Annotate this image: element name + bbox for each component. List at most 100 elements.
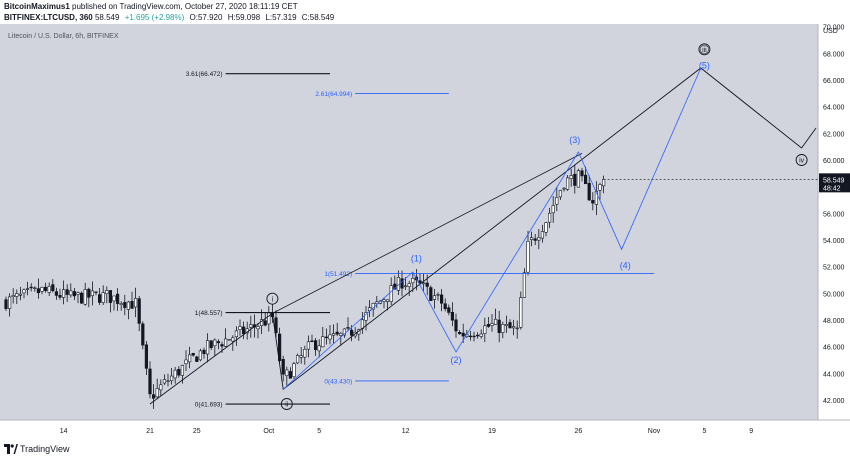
tradingview-brand[interactable]: TradingView: [20, 444, 70, 454]
candle: [335, 322, 339, 337]
candle-body: [443, 303, 447, 310]
candle-body: [98, 294, 102, 303]
candle-body: [511, 326, 516, 329]
candle-body: [461, 332, 465, 337]
candle-body: [504, 324, 509, 326]
candle-body: [141, 323, 145, 346]
x-tick-label: 14: [60, 428, 68, 435]
candle-body: [537, 237, 541, 241]
candle-body: [321, 336, 325, 348]
candle-body: [170, 375, 174, 382]
tradingview-logo-icon[interactable]: [4, 444, 18, 454]
candle: [206, 333, 210, 363]
symbol-label[interactable]: BITFINEX:LTCUSD, 360: [4, 13, 93, 22]
candle: [224, 328, 228, 348]
candle: [184, 350, 188, 371]
candle: [292, 361, 296, 379]
candle: [439, 289, 444, 312]
candle-body: [598, 184, 602, 191]
candle-body: [4, 299, 8, 309]
wave-label: (1): [411, 254, 422, 264]
price-change: +1.695 (+2.98%): [124, 13, 185, 22]
candle-body: [152, 394, 156, 399]
candle-body: [389, 285, 393, 302]
candle-body: [58, 294, 62, 298]
candle-body: [209, 340, 213, 348]
candle: [583, 166, 588, 185]
candle: [486, 317, 491, 328]
x-tick-label: Oct: [263, 428, 274, 435]
candle: [331, 324, 336, 344]
candle: [475, 332, 480, 339]
candle-body: [299, 355, 303, 358]
candle-body: [112, 295, 116, 302]
author-name[interactable]: BitcoinMaximus1: [4, 2, 70, 11]
candle: [346, 317, 350, 332]
candle: [105, 286, 109, 304]
price-chart[interactable]: 42.000 44.000 46.000 48.000 50.000 52.000 54.0…: [0, 24, 850, 440]
x-tick-label: 12: [402, 428, 410, 435]
candle-body: [216, 341, 221, 344]
candle: [141, 321, 145, 350]
candle: [216, 339, 221, 350]
candle-body: [8, 296, 12, 309]
candle: [126, 300, 130, 320]
fib-label: 1(48.557): [195, 310, 223, 317]
candle-body: [515, 327, 519, 330]
candle: [112, 295, 116, 311]
candle: [249, 315, 253, 338]
candle: [342, 328, 347, 338]
candle: [519, 291, 523, 330]
candle-body: [493, 318, 498, 325]
candle-body: [242, 326, 246, 335]
candle: [209, 340, 213, 351]
candle-body: [224, 338, 228, 347]
chart-area[interactable]: 42.000 44.000 46.000 48.000 50.000 52.000 54.0…: [0, 24, 850, 440]
candle: [277, 327, 282, 364]
fib-label: 1(51.492): [324, 271, 352, 278]
fib-label: 2.61(64.994): [315, 91, 352, 98]
candle-body: [587, 182, 591, 201]
candle-body: [569, 175, 573, 179]
candle: [166, 373, 170, 387]
fib-label: 0(41.693): [195, 402, 223, 409]
candle: [529, 231, 534, 247]
candle: [457, 330, 462, 335]
candle-body: [123, 302, 127, 308]
candle: [191, 352, 195, 357]
candle-body: [281, 359, 285, 375]
wave-label: i: [272, 296, 274, 303]
candle: [18, 286, 23, 301]
candle-body: [483, 325, 487, 334]
candle-body: [339, 333, 343, 336]
wave-count-black: [149, 67, 817, 405]
price-axis-panel: [818, 24, 850, 420]
x-tick-label: 5: [317, 428, 321, 435]
candle: [76, 291, 80, 304]
candle-body: [411, 278, 415, 284]
candle-body: [565, 177, 570, 190]
candle-body: [36, 288, 40, 294]
candle: [80, 291, 84, 304]
y-tick-label: 44.000: [823, 371, 845, 378]
candle-body: [522, 272, 526, 298]
candle-body: [421, 282, 426, 285]
y-tick-label: 66.000: [823, 78, 845, 85]
candle-body: [429, 287, 433, 302]
candle: [562, 187, 566, 192]
candle: [130, 291, 134, 309]
candle: [69, 283, 73, 298]
y-tick-label: 68.000: [823, 51, 845, 58]
x-tick-label: Nov: [648, 428, 661, 435]
wave-label: (5): [699, 60, 710, 70]
candle-body: [162, 379, 167, 384]
candle-body: [249, 324, 253, 328]
candle: [551, 195, 555, 223]
chart-header: BitcoinMaximus1 published on TradingView…: [0, 0, 850, 26]
candle-body: [349, 329, 354, 336]
candle-body: [29, 286, 33, 289]
candle: [443, 298, 447, 312]
candle-body: [137, 298, 141, 324]
candle: [576, 168, 580, 188]
x-tick-label: 25: [193, 428, 201, 435]
